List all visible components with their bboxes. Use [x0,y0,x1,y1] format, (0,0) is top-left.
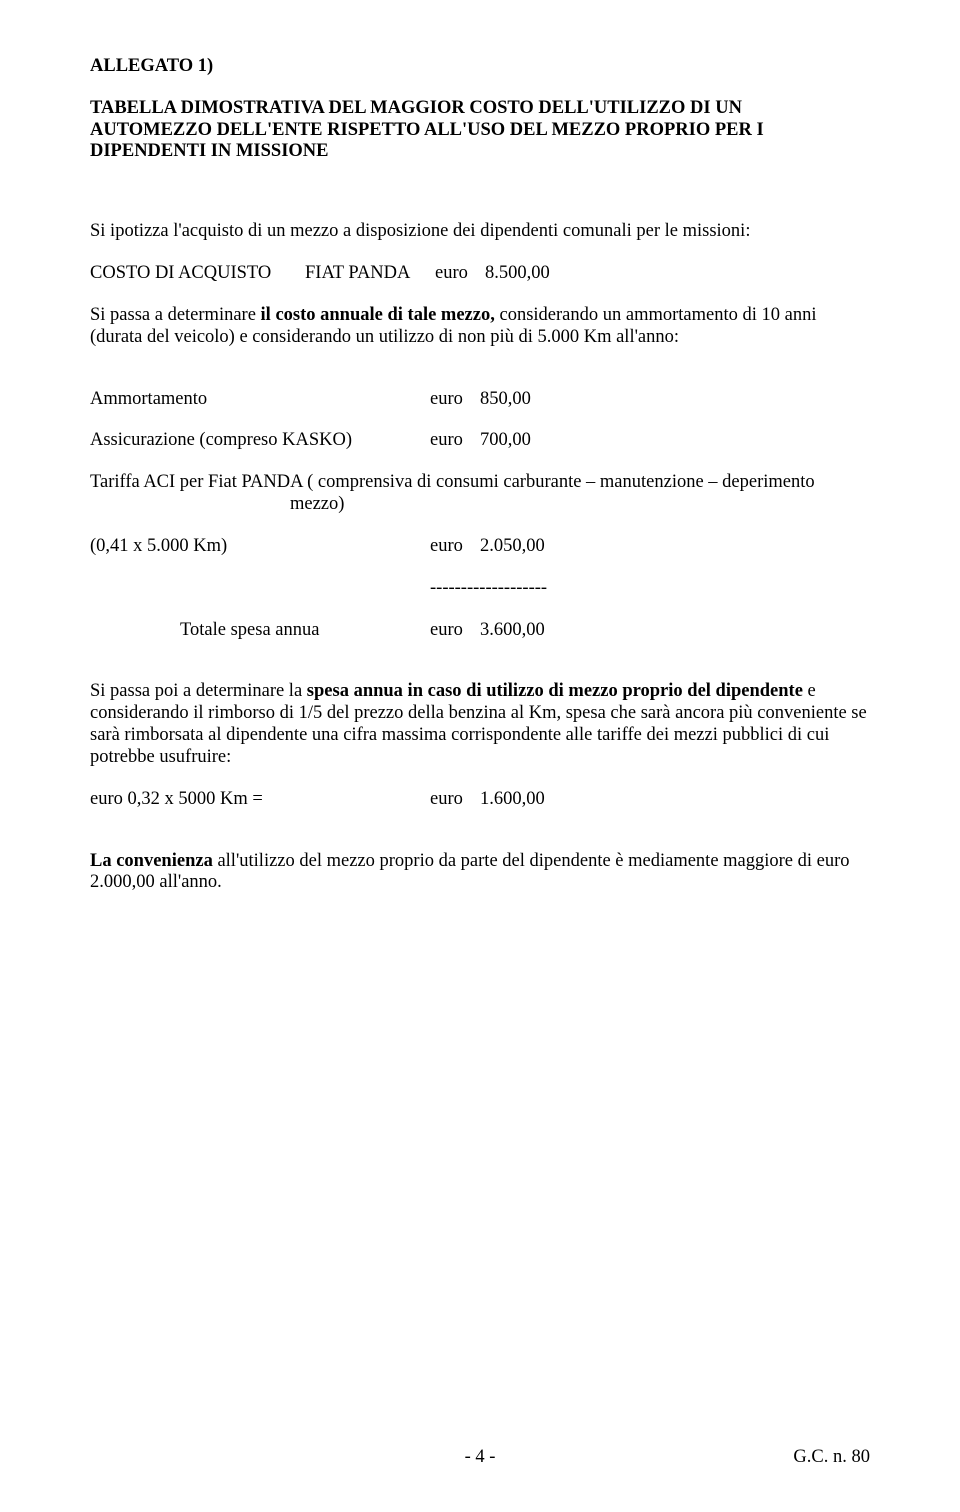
p4-b: spesa annua in caso di utilizzo di mezzo… [307,681,803,701]
paragraph-convenienza: La convenienza all'utilizzo del mezzo pr… [90,851,870,895]
eurokm-value: 1.600,00 [480,789,545,811]
allegato-label: ALLEGATO 1) [90,56,870,78]
title-line-2: AUTOMEZZO DELL'ENTE RISPETTO ALL'USO DEL… [90,120,870,142]
row-ammortamento: Ammortamento euro 850,00 [90,389,870,411]
footer: - 4 - G.C. n. 80 [90,1447,870,1468]
eurokm-label: euro 0,32 x 5000 Km = [90,789,430,811]
assicurazione-value: 700,00 [480,430,531,452]
row-separator: ------------------- [90,578,870,600]
row-euro-km: euro 0,32 x 5000 Km = euro 1.600,00 [90,789,870,811]
assicurazione-euro: euro [430,430,480,452]
assicurazione-label: Assicurazione (compreso KASKO) [90,430,430,452]
ammortamento-value: 850,00 [480,389,531,411]
row-totale: Totale spesa annua euro 3.600,00 [90,620,870,642]
acquisto-euro: euro [435,263,485,285]
eurokm-euro: euro [430,789,480,811]
totale-label: Totale spesa annua [180,620,430,642]
paragraph-ipotesi: Si ipotizza l'acquisto di un mezzo a dis… [90,221,870,243]
row-assicurazione: Assicurazione (compreso KASKO) euro 700,… [90,430,870,452]
acquisto-mezzo: FIAT PANDA [305,263,435,285]
ammortamento-label: Ammortamento [90,389,430,411]
totale-value: 3.600,00 [480,620,545,642]
p4-a: Si passa poi a determinare la [90,681,307,701]
km-value: 2.050,00 [480,536,545,558]
page: ALLEGATO 1) TABELLA DIMOSTRATIVA DEL MAG… [0,0,960,1512]
title-line-1: TABELLA DIMOSTRATIVA DEL MAGGIOR COSTO D… [90,98,870,120]
km-euro: euro [430,536,480,558]
row-km: (0,41 x 5.000 Km) euro 2.050,00 [90,536,870,558]
km-label: (0,41 x 5.000 Km) [90,536,430,558]
separator-dashes: ------------------- [430,578,547,600]
title-line-3: DIPENDENTI IN MISSIONE [90,141,870,163]
footer-reference: G.C. n. 80 [793,1447,870,1468]
paragraph-costo-annuale: Si passa a determinare il costo annuale … [90,305,870,349]
acquisto-label: COSTO DI ACQUISTO [90,263,305,285]
tariffa-aci-line1: Tariffa ACI per Fiat PANDA ( comprensiva… [90,472,870,494]
row-costo-acquisto: COSTO DI ACQUISTO FIAT PANDA euro 8.500,… [90,263,870,285]
acquisto-value: 8.500,00 [485,263,550,285]
tariffa-aci-line2: mezzo) [90,494,870,516]
ammortamento-euro: euro [430,389,480,411]
p2-b: il costo annuale di tale mezzo, [261,305,495,325]
p5-a: La convenienza [90,851,213,871]
paragraph-spesa-annua: Si passa poi a determinare la spesa annu… [90,681,870,768]
footer-page-number: - 4 - [90,1447,870,1468]
totale-euro: euro [430,620,480,642]
p2-a: Si passa a determinare [90,305,261,325]
